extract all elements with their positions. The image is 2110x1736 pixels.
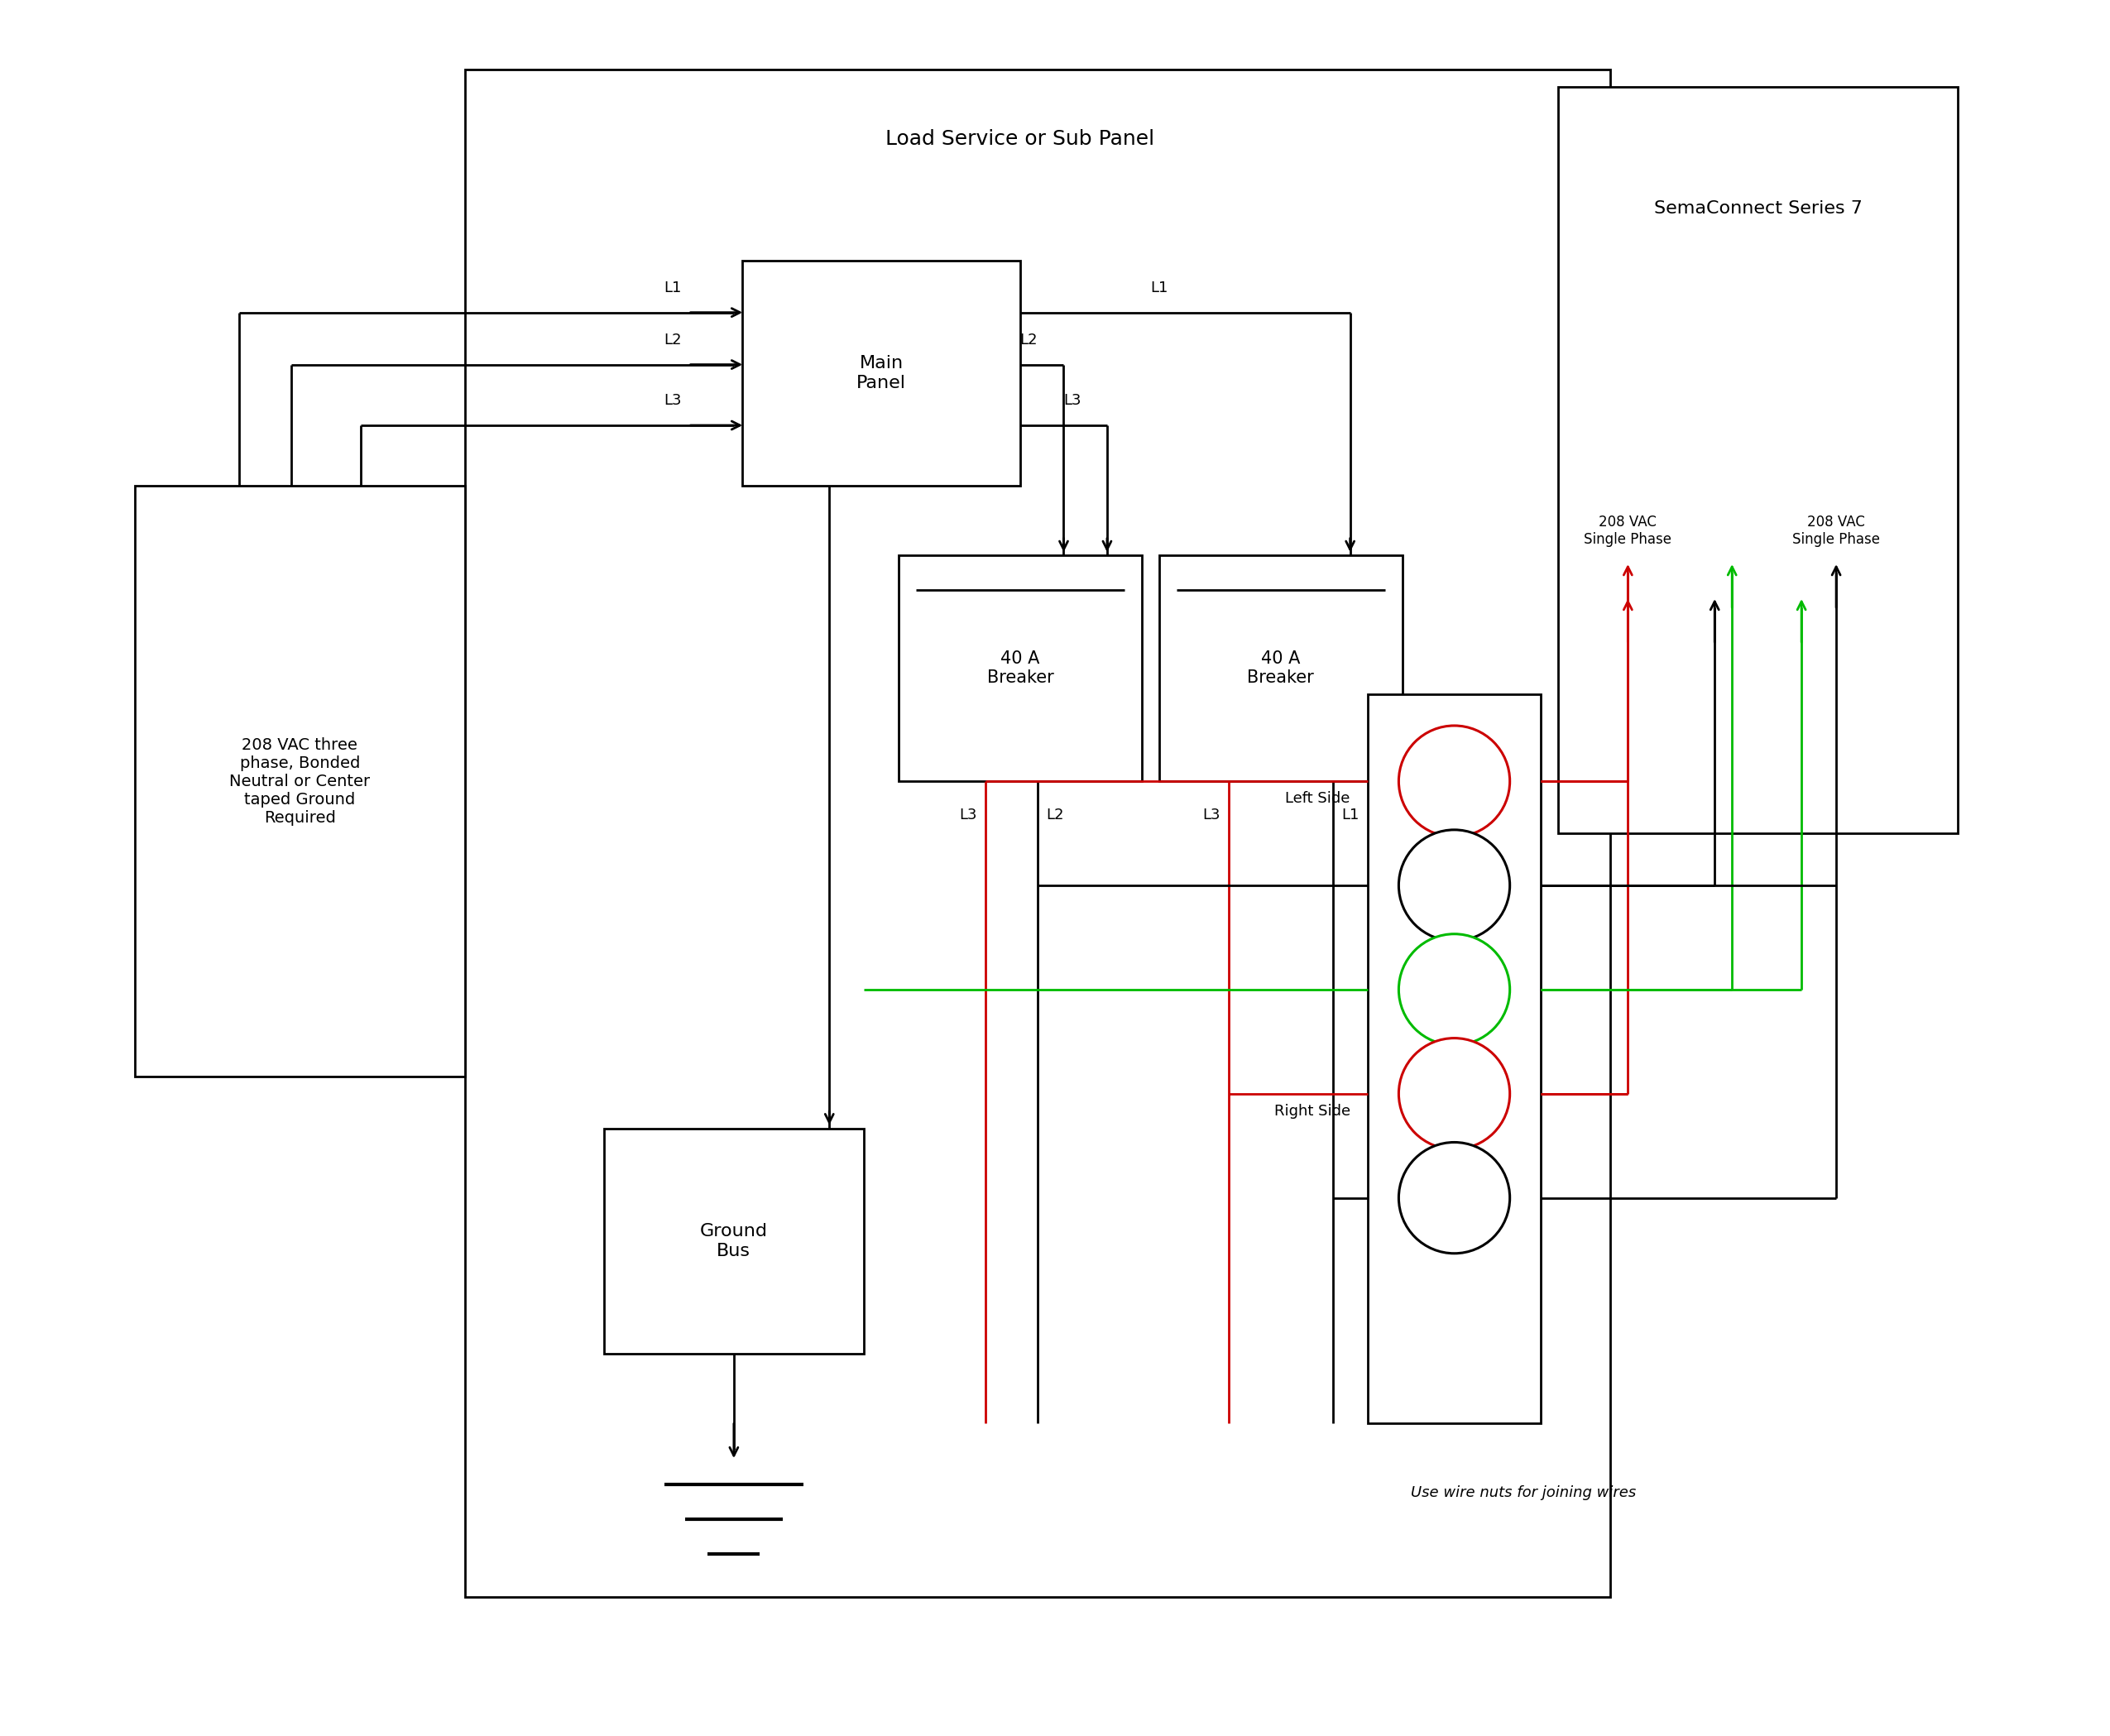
Text: Right Side: Right Side	[1274, 1104, 1350, 1118]
Polygon shape	[464, 69, 1610, 1597]
Polygon shape	[1559, 87, 1958, 833]
Text: 208 VAC
Single Phase: 208 VAC Single Phase	[1791, 516, 1880, 547]
Text: L1: L1	[1342, 807, 1359, 823]
Text: Left Side: Left Side	[1285, 792, 1350, 806]
Text: L3: L3	[665, 392, 682, 408]
Text: 208 VAC three
phase, Bonded
Neutral or Center
taped Ground
Required: 208 VAC three phase, Bonded Neutral or C…	[230, 736, 369, 826]
Polygon shape	[899, 556, 1142, 781]
Circle shape	[1399, 830, 1511, 941]
Text: L3: L3	[960, 807, 977, 823]
Circle shape	[1399, 1038, 1511, 1149]
Text: Load Service or Sub Panel: Load Service or Sub Panel	[886, 128, 1154, 149]
Circle shape	[1399, 726, 1511, 837]
Text: L2: L2	[1047, 807, 1063, 823]
Text: 40 A
Breaker: 40 A Breaker	[987, 651, 1053, 686]
Circle shape	[1399, 1142, 1511, 1253]
Text: L3: L3	[1063, 392, 1080, 408]
Text: Ground
Bus: Ground Bus	[701, 1224, 768, 1259]
Polygon shape	[1158, 556, 1403, 781]
Text: L2: L2	[1019, 332, 1038, 347]
Text: SemaConnect Series 7: SemaConnect Series 7	[1654, 200, 1863, 217]
Circle shape	[1399, 934, 1511, 1045]
Text: L2: L2	[665, 332, 682, 347]
Polygon shape	[603, 1128, 863, 1354]
Polygon shape	[743, 260, 1021, 486]
Text: L1: L1	[1150, 279, 1169, 295]
Polygon shape	[135, 486, 464, 1076]
Text: L3: L3	[1203, 807, 1220, 823]
Text: L1: L1	[665, 279, 682, 295]
Text: 40 A
Breaker: 40 A Breaker	[1247, 651, 1315, 686]
Text: 208 VAC
Single Phase: 208 VAC Single Phase	[1585, 516, 1671, 547]
Text: Main
Panel: Main Panel	[857, 356, 905, 391]
Polygon shape	[1367, 694, 1540, 1424]
Text: Use wire nuts for joining wires: Use wire nuts for joining wires	[1412, 1486, 1637, 1500]
